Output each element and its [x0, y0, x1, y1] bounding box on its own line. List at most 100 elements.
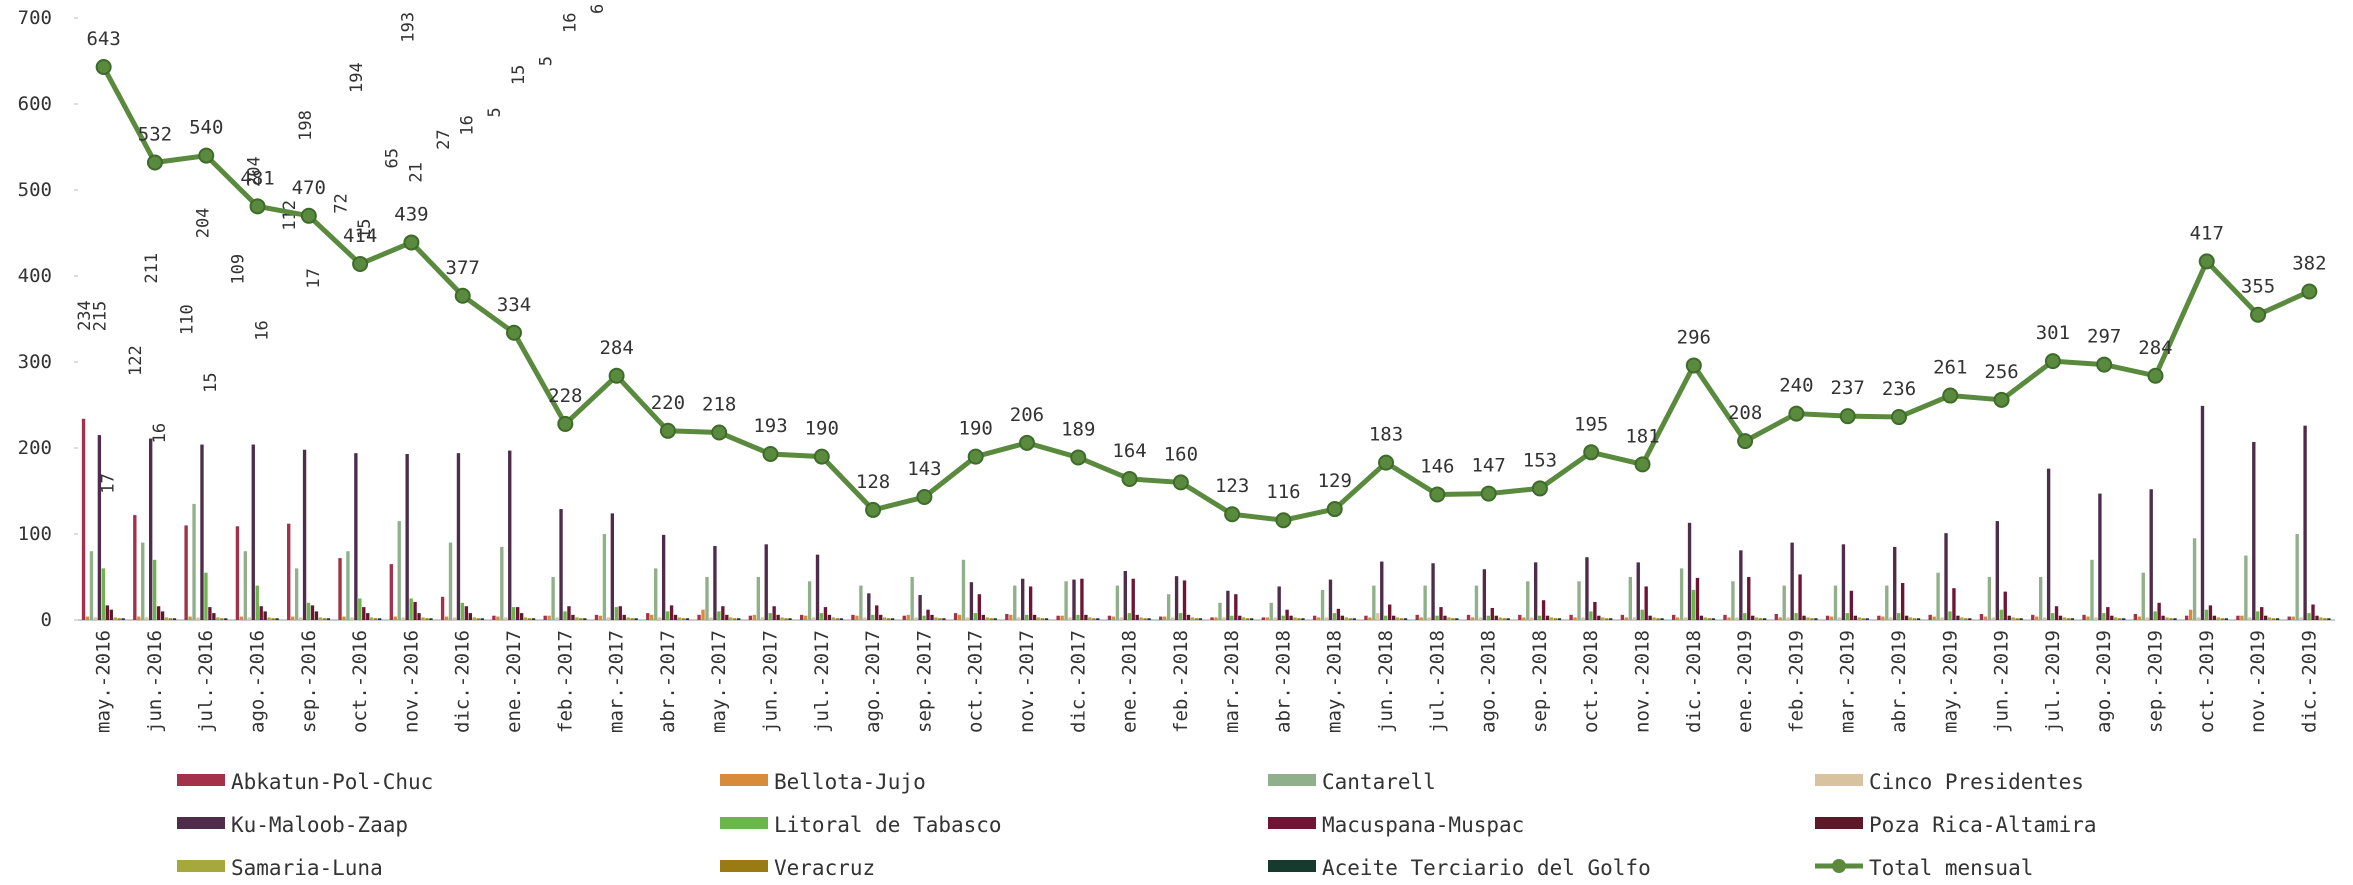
bar: [1297, 618, 1301, 620]
bar: [508, 450, 512, 620]
x-tick-label: jun.-2019: [1991, 630, 2013, 733]
bar: [1320, 589, 1325, 620]
bar: [1735, 617, 1739, 620]
bar: [859, 585, 863, 620]
total-point: [1942, 387, 1959, 404]
bar: [1636, 562, 1640, 620]
bar: [1814, 618, 1818, 620]
bar: [93, 617, 98, 620]
bar: [902, 615, 906, 620]
total-point: [1839, 408, 1856, 425]
bar: [1861, 618, 1865, 620]
legend-label: Cinco Presidentes: [1869, 770, 2084, 794]
bar: [1518, 614, 1522, 620]
bar: [1897, 613, 1901, 620]
legend-marker: [1832, 859, 1846, 873]
bar: [1857, 617, 1861, 620]
total-label: 153: [1523, 449, 1557, 471]
legend-swatch: [720, 860, 768, 872]
bar: [2145, 617, 2149, 620]
bar: [2267, 617, 2272, 620]
data-label: 16: [252, 320, 272, 340]
x-tick-label: nov.-2017: [1016, 630, 1038, 733]
bar: [2122, 618, 2126, 620]
bar: [654, 568, 658, 620]
bar: [2252, 441, 2256, 620]
bar: [2307, 613, 2311, 620]
bar: [370, 617, 374, 620]
bar: [886, 618, 891, 620]
bar: [1506, 618, 1510, 620]
bar: [145, 617, 149, 620]
total-point: [1326, 501, 1343, 518]
bar: [799, 614, 804, 620]
bar: [1557, 618, 1562, 620]
bar: [1186, 614, 1191, 620]
total-label: 481: [240, 167, 274, 189]
bar: [160, 611, 165, 620]
y-tick-label: 0: [41, 609, 52, 631]
bar: [1123, 570, 1127, 620]
total-point: [2250, 306, 2267, 323]
bar: [1490, 607, 1494, 620]
bar: [2031, 614, 2035, 620]
bar: [1376, 613, 1380, 620]
bar: [760, 617, 764, 620]
bar: [2007, 615, 2011, 620]
bar: [598, 615, 603, 620]
x-tick-label: ene.-2017: [503, 630, 525, 733]
bar: [2173, 618, 2177, 620]
bar: [1064, 581, 1068, 620]
data-label: 110: [177, 304, 197, 335]
bar: [1139, 617, 1143, 620]
bar: [1727, 617, 1731, 620]
bar: [701, 609, 705, 620]
total-point: [1685, 357, 1702, 374]
bar: [646, 613, 650, 620]
total-point: [1480, 485, 1497, 502]
bar: [875, 605, 879, 620]
bar: [807, 581, 812, 620]
legend-swatch: [1268, 774, 1316, 786]
bar: [141, 542, 145, 620]
bar: [2208, 605, 2213, 620]
bar: [594, 614, 599, 620]
total-label: 146: [1420, 455, 1454, 477]
bar: [748, 615, 753, 620]
bar: [1786, 617, 1790, 620]
bar: [1526, 581, 1530, 620]
total-point: [300, 207, 317, 224]
bar: [957, 614, 962, 620]
total-point: [454, 287, 471, 304]
bar: [1486, 615, 1491, 620]
total-point: [1583, 444, 1600, 461]
bar: [192, 503, 196, 620]
bar: [1324, 617, 1329, 620]
bar: [1743, 613, 1747, 620]
bar: [756, 577, 760, 620]
bar: [2188, 609, 2193, 620]
x-tick-label: nov.-2016: [400, 630, 422, 733]
x-tick-label: mar.-2018: [1221, 630, 1243, 733]
total-point: [916, 489, 933, 506]
legend-swatch: [1268, 817, 1316, 829]
bar: [953, 613, 958, 620]
total-label: 193: [753, 415, 787, 437]
bar: [1419, 617, 1423, 620]
total-label: 261: [1933, 357, 1967, 379]
bar: [2216, 617, 2221, 620]
bar: [1601, 617, 1605, 620]
bar: [255, 585, 259, 620]
total-label: 195: [1574, 413, 1608, 435]
bar: [448, 542, 453, 620]
bar: [1672, 614, 1676, 620]
bar: [1964, 618, 1968, 620]
bar: [460, 602, 465, 620]
bar: [152, 559, 157, 620]
bar: [1096, 618, 1100, 620]
bar: [2086, 616, 2090, 620]
bar: [2141, 572, 2145, 620]
bar: [705, 577, 709, 620]
bar: [1226, 590, 1230, 620]
bar: [1833, 585, 1838, 620]
